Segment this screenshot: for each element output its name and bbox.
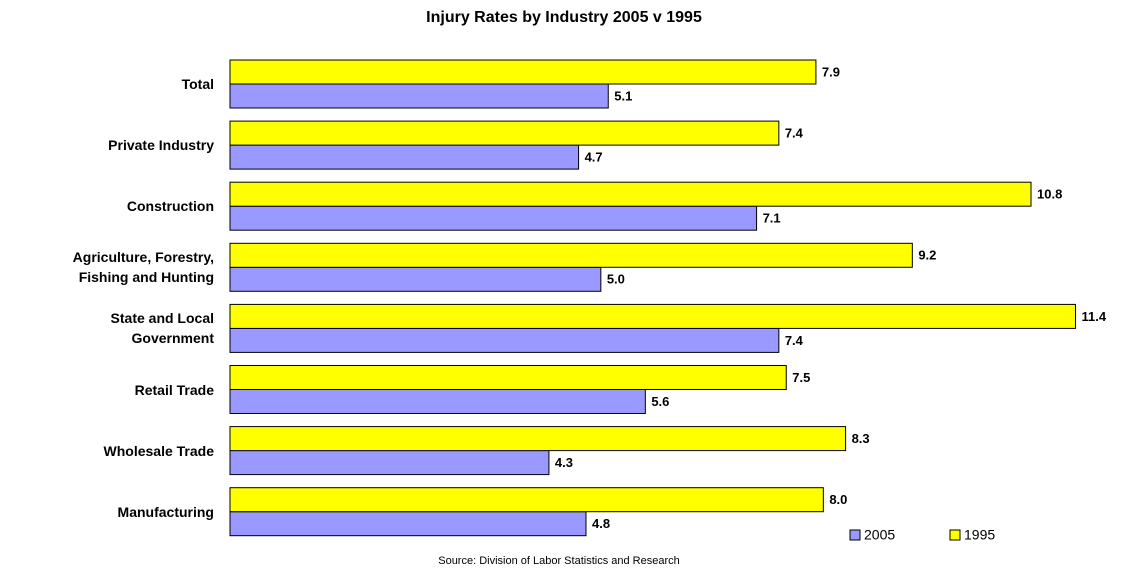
bar xyxy=(229,365,787,390)
value-label: 8.3 xyxy=(852,431,870,446)
bar xyxy=(229,83,609,109)
bar xyxy=(229,144,580,170)
value-label: 8.0 xyxy=(829,492,847,507)
value-label: 7.5 xyxy=(792,370,810,385)
category-label: Retail Trade xyxy=(134,381,214,398)
legend-label: 2005 xyxy=(864,527,895,543)
value-label: 9.2 xyxy=(918,248,936,263)
category-label: Private Industry xyxy=(108,137,214,154)
bar xyxy=(229,487,824,513)
legend-swatch xyxy=(849,529,861,541)
bar xyxy=(229,266,602,292)
source-note: Source: Division of Labor Statistics and… xyxy=(438,555,680,567)
bar xyxy=(229,59,817,85)
value-label: 5.6 xyxy=(651,394,669,409)
value-label: 7.4 xyxy=(785,333,804,348)
legend-swatch xyxy=(949,529,961,541)
category-label: Manufacturing xyxy=(117,503,214,520)
value-label: 7.1 xyxy=(763,211,781,226)
bar xyxy=(229,181,1032,207)
category-label: Wholesale Trade xyxy=(103,442,214,459)
bar xyxy=(229,242,913,268)
value-label: 4.7 xyxy=(585,150,603,165)
category-label: Agriculture, Forestry, Fishing and Hunti… xyxy=(72,249,214,286)
bar xyxy=(229,327,780,353)
chart-title: Injury Rates by Industry 2005 v 1995 xyxy=(426,9,702,26)
value-label: 7.4 xyxy=(785,126,804,141)
bar xyxy=(229,120,780,146)
bar xyxy=(229,303,1076,329)
value-label: 7.9 xyxy=(822,64,840,79)
bar xyxy=(229,426,847,452)
value-label: 11.4 xyxy=(1082,309,1107,324)
category-label: Construction xyxy=(126,198,214,215)
bar xyxy=(229,205,758,231)
bar xyxy=(229,450,550,476)
bar xyxy=(229,511,587,537)
category-label: State and Local Government xyxy=(110,310,214,347)
legend-label: 1995 xyxy=(964,527,995,543)
value-label: 10.8 xyxy=(1037,187,1062,202)
bar xyxy=(229,389,646,414)
value-label: 4.3 xyxy=(555,455,573,470)
value-label: 4.8 xyxy=(592,516,610,531)
value-label: 5.1 xyxy=(614,88,632,103)
category-label: Total xyxy=(181,76,214,92)
value-label: 5.0 xyxy=(607,272,625,287)
